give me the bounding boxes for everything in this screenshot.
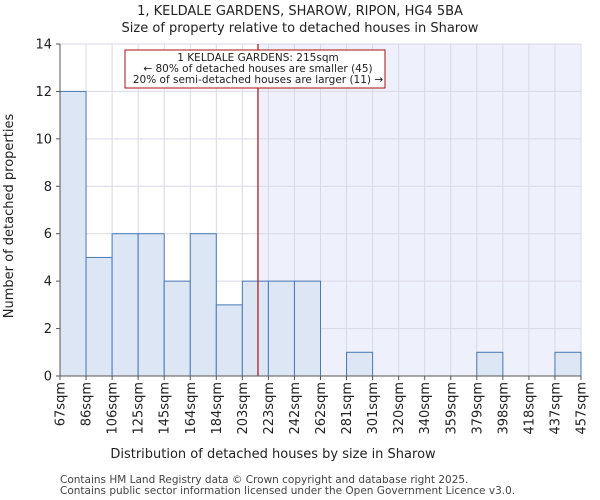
y-axis-label: Number of detached properties bbox=[2, 114, 17, 319]
x-tick-label: 301sqm bbox=[366, 382, 381, 435]
bar-203sqm bbox=[241, 280, 269, 377]
bar-106sqm bbox=[111, 233, 139, 377]
annotation-box: 1 KELDALE GARDENS: 215sqm ← 80% of detac… bbox=[124, 49, 386, 89]
annotation-frame bbox=[124, 49, 386, 89]
y-tick-label: 0 bbox=[44, 370, 52, 385]
x-tick-label: 418sqm bbox=[522, 382, 537, 435]
y-tick-label: 10 bbox=[35, 132, 52, 147]
x-tick-label: 262sqm bbox=[314, 382, 329, 435]
x-tick-label: 145sqm bbox=[158, 382, 173, 435]
bar-281sqm bbox=[346, 351, 374, 377]
x-tick-label: 340sqm bbox=[418, 382, 433, 435]
x-tick-label: 106sqm bbox=[106, 382, 121, 435]
x-tick-label: 184sqm bbox=[210, 382, 225, 435]
chart-title: 1, KELDALE GARDENS, SHAROW, RIPON, HG4 5… bbox=[137, 4, 463, 19]
bar-164sqm bbox=[189, 233, 217, 377]
x-tick-label: 379sqm bbox=[470, 382, 485, 435]
x-tick-label: 125sqm bbox=[132, 382, 147, 435]
bar-223sqm bbox=[267, 280, 295, 377]
annotation-line-1: 1 KELDALE GARDENS: 215sqm bbox=[177, 52, 338, 64]
x-tick-label: 67sqm bbox=[54, 382, 69, 426]
y-tick-label: 2 bbox=[44, 322, 52, 337]
bar-379sqm bbox=[476, 351, 504, 377]
bar-184sqm bbox=[215, 304, 243, 377]
bar-67sqm bbox=[59, 90, 87, 377]
x-axis-label: Distribution of detached houses by size … bbox=[110, 447, 436, 462]
bar-437sqm bbox=[554, 351, 582, 377]
footer-line-1: Contains HM Land Registry data © Crown c… bbox=[60, 474, 468, 486]
annotation-line-2: ← 80% of detached houses are smaller (45… bbox=[143, 63, 372, 75]
y-tick-label: 12 bbox=[35, 85, 52, 100]
x-tick-label: 223sqm bbox=[262, 382, 277, 435]
x-tick-label: 242sqm bbox=[288, 382, 303, 435]
y-tick-label: 6 bbox=[44, 227, 52, 242]
x-tick-label: 86sqm bbox=[80, 382, 95, 426]
x-tick-label: 359sqm bbox=[444, 382, 459, 435]
annotation-line-3: 20% of semi-detached houses are larger (… bbox=[133, 74, 384, 86]
chart-subtitle: Size of property relative to detached ho… bbox=[122, 21, 479, 36]
bar-242sqm bbox=[293, 280, 322, 377]
bar-125sqm bbox=[137, 233, 165, 377]
x-tick-label: 164sqm bbox=[184, 382, 199, 435]
footer-line-2: Contains public sector information licen… bbox=[60, 485, 515, 497]
x-tick-label: 398sqm bbox=[496, 382, 511, 435]
x-tick-label: 203sqm bbox=[236, 382, 251, 435]
x-tick-label: 320sqm bbox=[392, 382, 407, 435]
y-tick-label: 4 bbox=[44, 275, 52, 290]
bar-86sqm bbox=[85, 256, 113, 377]
x-tick-label: 281sqm bbox=[340, 382, 355, 435]
x-tick-label: 457sqm bbox=[575, 382, 590, 435]
y-tick-label: 14 bbox=[35, 38, 52, 53]
bar-145sqm bbox=[163, 280, 191, 377]
x-tick-label: 437sqm bbox=[548, 382, 563, 435]
y-tick-label: 8 bbox=[44, 180, 52, 195]
